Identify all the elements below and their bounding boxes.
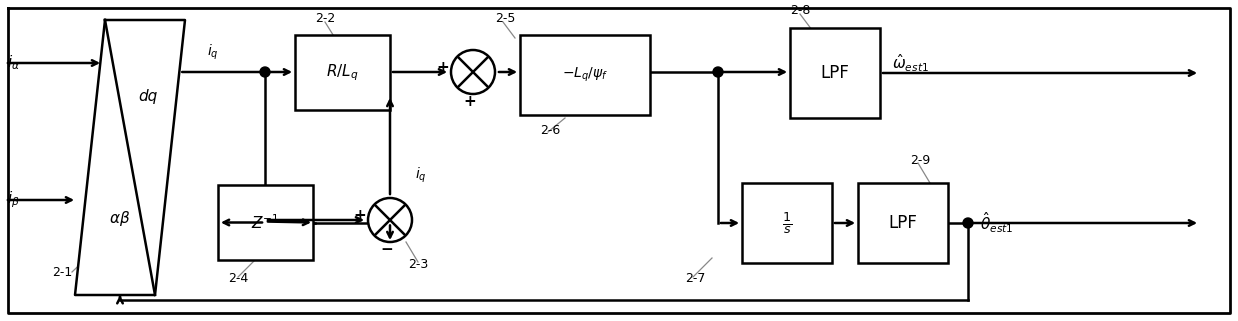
Text: +: + bbox=[463, 94, 477, 109]
Bar bbox=[218, 185, 313, 260]
Bar bbox=[520, 35, 650, 115]
Circle shape bbox=[963, 218, 973, 228]
Text: $\alpha\beta$: $\alpha\beta$ bbox=[109, 209, 131, 228]
Text: $i_q$: $i_q$ bbox=[415, 165, 427, 185]
Text: 2-4: 2-4 bbox=[228, 272, 249, 284]
Text: LPF: LPF bbox=[821, 64, 849, 82]
Bar bbox=[295, 35, 390, 110]
Text: 2-8: 2-8 bbox=[790, 4, 811, 16]
Bar bbox=[790, 28, 880, 118]
Text: $i_q$: $i_q$ bbox=[207, 42, 219, 62]
Text: LPF: LPF bbox=[889, 214, 917, 232]
Text: 2-7: 2-7 bbox=[685, 272, 706, 284]
Bar bbox=[742, 183, 832, 263]
Text: $i_{\beta}$: $i_{\beta}$ bbox=[7, 190, 20, 210]
Text: $\frac{1}{s}$: $\frac{1}{s}$ bbox=[782, 210, 792, 236]
Text: 2-2: 2-2 bbox=[314, 12, 335, 24]
Text: 2-6: 2-6 bbox=[540, 124, 561, 136]
Text: $i_{\alpha}$: $i_{\alpha}$ bbox=[7, 54, 20, 72]
Text: $\hat{\theta}_{est1}$: $\hat{\theta}_{est1}$ bbox=[980, 211, 1014, 235]
Text: $\hat{\omega}_{est1}$: $\hat{\omega}_{est1}$ bbox=[893, 52, 928, 74]
Text: $-L_q/\psi_f$: $-L_q/\psi_f$ bbox=[562, 66, 608, 84]
Text: dq: dq bbox=[139, 90, 157, 105]
Text: $R/L_q$: $R/L_q$ bbox=[327, 62, 359, 83]
Circle shape bbox=[713, 67, 723, 77]
Text: 2-5: 2-5 bbox=[495, 12, 515, 24]
Text: −: − bbox=[380, 242, 394, 257]
Bar bbox=[858, 183, 948, 263]
Text: 2-9: 2-9 bbox=[910, 153, 930, 167]
Polygon shape bbox=[76, 20, 184, 295]
Circle shape bbox=[451, 50, 495, 94]
Text: +: + bbox=[437, 60, 449, 75]
Text: $Z^{-1}$: $Z^{-1}$ bbox=[251, 213, 280, 232]
Text: 2-1: 2-1 bbox=[52, 265, 72, 279]
Circle shape bbox=[260, 67, 270, 77]
Circle shape bbox=[368, 198, 412, 242]
Text: 2-3: 2-3 bbox=[409, 258, 428, 272]
Text: +: + bbox=[354, 209, 366, 223]
